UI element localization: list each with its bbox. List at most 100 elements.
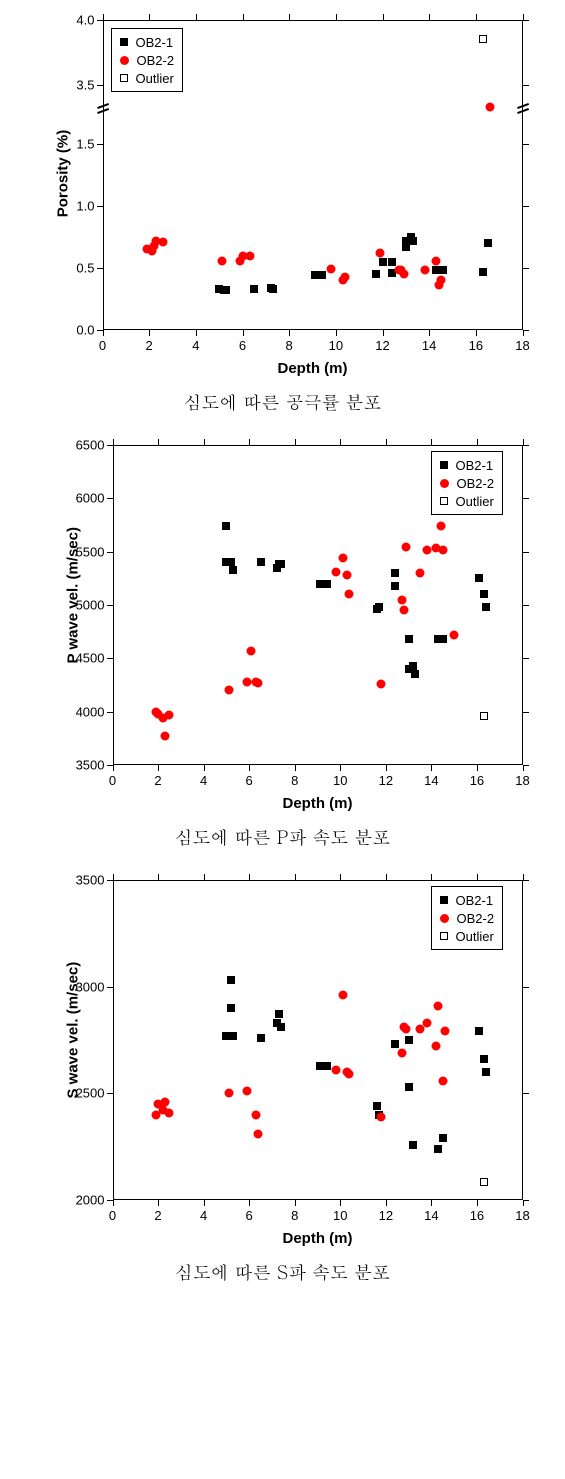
data-point bbox=[338, 991, 347, 1000]
x-tick-label: 10 bbox=[329, 338, 343, 353]
legend-label: Outlier bbox=[136, 71, 174, 86]
data-point bbox=[422, 545, 431, 554]
data-point bbox=[480, 1178, 488, 1186]
legend: OB2-1OB2-2Outlier bbox=[431, 886, 504, 950]
data-point bbox=[388, 258, 396, 266]
y-tick-label: 6500 bbox=[73, 438, 105, 453]
data-point bbox=[399, 270, 408, 279]
legend-label: Outlier bbox=[456, 929, 494, 944]
legend-label: OB2-2 bbox=[457, 476, 495, 491]
legend-label: OB2-1 bbox=[136, 35, 174, 50]
x-axis-label: Depth (m) bbox=[113, 795, 523, 812]
data-point bbox=[479, 35, 487, 43]
data-point bbox=[224, 1089, 233, 1098]
y-tick-label: 4.0 bbox=[63, 13, 95, 28]
x-tick-label: 6 bbox=[246, 1208, 253, 1223]
x-tick-label: 0 bbox=[109, 1208, 116, 1223]
x-tick-label: 12 bbox=[375, 338, 389, 353]
data-point bbox=[250, 285, 258, 293]
data-point bbox=[409, 237, 417, 245]
data-point bbox=[397, 1048, 406, 1057]
data-point bbox=[391, 1040, 399, 1048]
data-point bbox=[482, 603, 490, 611]
legend-label: OB2-1 bbox=[456, 893, 494, 908]
data-point bbox=[323, 580, 331, 588]
data-point bbox=[438, 545, 447, 554]
data-point bbox=[373, 1102, 381, 1110]
x-tick-label: 2 bbox=[146, 338, 153, 353]
x-tick-label: 12 bbox=[379, 1208, 393, 1223]
y-tick-label: 3500 bbox=[73, 758, 105, 773]
data-point bbox=[160, 732, 169, 741]
data-point bbox=[402, 543, 411, 552]
data-point bbox=[323, 1062, 331, 1070]
x-tick-label: 0 bbox=[109, 773, 116, 788]
data-point bbox=[411, 670, 419, 678]
data-point bbox=[438, 1076, 447, 1085]
x-tick-label: 0 bbox=[99, 338, 106, 353]
data-point bbox=[436, 522, 445, 531]
data-point bbox=[227, 1004, 235, 1012]
data-point bbox=[391, 582, 399, 590]
x-tick-label: 18 bbox=[515, 338, 529, 353]
data-point bbox=[431, 1042, 440, 1051]
data-point bbox=[229, 1032, 237, 1040]
data-point bbox=[247, 646, 256, 655]
data-point bbox=[420, 266, 429, 275]
circle-filled-icon bbox=[440, 479, 449, 488]
data-point bbox=[227, 976, 235, 984]
data-point bbox=[224, 686, 233, 695]
y-tick-label: 3.5 bbox=[63, 77, 95, 92]
legend-label: Outlier bbox=[456, 494, 494, 509]
data-point bbox=[475, 1027, 483, 1035]
y-axis-label: P wave vel. (m/sec) bbox=[64, 544, 81, 664]
y-axis-label: Porosity (%) bbox=[54, 114, 71, 234]
data-point bbox=[480, 590, 488, 598]
data-point bbox=[441, 1027, 450, 1036]
y-axis-label: S wave vel. (m/sec) bbox=[64, 979, 81, 1099]
y-tick-label: 0.0 bbox=[63, 323, 95, 338]
data-point bbox=[257, 1034, 265, 1042]
data-point bbox=[405, 1083, 413, 1091]
x-axis-label: Depth (m) bbox=[113, 1230, 523, 1247]
square-filled-icon bbox=[440, 896, 448, 904]
data-point bbox=[331, 1065, 340, 1074]
data-point bbox=[277, 1023, 285, 1031]
x-tick-label: 14 bbox=[422, 338, 436, 353]
circle-filled-icon bbox=[120, 56, 129, 65]
data-point bbox=[341, 272, 350, 281]
square-open-icon bbox=[440, 932, 448, 940]
data-point bbox=[484, 239, 492, 247]
data-point bbox=[485, 102, 494, 111]
data-point bbox=[165, 1108, 174, 1117]
data-point bbox=[434, 1001, 443, 1010]
data-point bbox=[275, 1010, 283, 1018]
data-point bbox=[405, 635, 413, 643]
data-point bbox=[480, 1055, 488, 1063]
data-point bbox=[345, 590, 354, 599]
chart-caption: 심도에 따른 P파 속도 분포 bbox=[5, 825, 560, 850]
x-tick-label: 14 bbox=[424, 773, 438, 788]
data-point bbox=[165, 710, 174, 719]
square-open-icon bbox=[440, 497, 448, 505]
data-point bbox=[402, 1025, 411, 1034]
data-point bbox=[479, 268, 487, 276]
data-point bbox=[377, 1112, 386, 1121]
data-point bbox=[254, 678, 263, 687]
data-point bbox=[277, 560, 285, 568]
data-point bbox=[331, 567, 340, 576]
data-point bbox=[475, 574, 483, 582]
y-tick-label: 4000 bbox=[73, 704, 105, 719]
data-point bbox=[160, 1097, 169, 1106]
legend-item: OB2-2 bbox=[120, 51, 175, 69]
data-point bbox=[436, 276, 445, 285]
legend-label: OB2-2 bbox=[137, 53, 175, 68]
x-tick-label: 16 bbox=[470, 1208, 484, 1223]
legend-item: OB2-1 bbox=[440, 456, 495, 474]
data-point bbox=[222, 522, 230, 530]
data-point bbox=[480, 712, 488, 720]
data-point bbox=[345, 1070, 354, 1079]
data-point bbox=[252, 1110, 261, 1119]
y-tick-label: 2000 bbox=[73, 1193, 105, 1208]
data-point bbox=[376, 249, 385, 258]
